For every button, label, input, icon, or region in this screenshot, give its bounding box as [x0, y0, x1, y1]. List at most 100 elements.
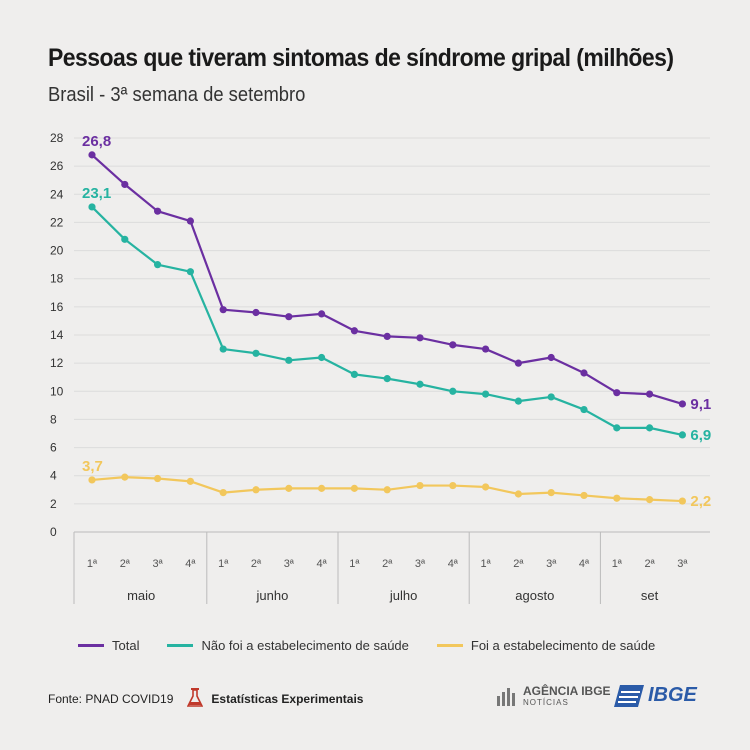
series-1-point: [416, 380, 424, 388]
y-tick-label: 6: [50, 441, 57, 455]
series-0-point: [580, 369, 588, 377]
y-tick-label: 2: [50, 497, 57, 511]
series-0-point: [285, 313, 293, 321]
x-tick-label: 1ª: [349, 558, 360, 570]
x-tick-label: 4ª: [185, 558, 196, 570]
month-label-junho: junho: [255, 588, 288, 603]
series-2-point: [350, 484, 358, 492]
series-2-point: [678, 497, 687, 505]
x-tick-label: 4ª: [579, 558, 590, 570]
legend-item-nao-foi: Não foi a estabelecimento de saúde: [167, 638, 409, 653]
series-0-point: [514, 359, 523, 367]
series-1-point: [186, 268, 194, 276]
y-tick-label: 8: [50, 412, 57, 426]
ibge-emblem-icon: [614, 684, 644, 707]
series-2-point: [252, 486, 260, 494]
series-2-point: [154, 474, 162, 483]
series-1-point: [219, 345, 227, 353]
y-tick-label: 14: [50, 328, 64, 342]
series-2-point: [186, 477, 194, 485]
y-tick-label: 12: [50, 356, 64, 370]
series-0-point: [121, 180, 129, 189]
series-2-point: [613, 494, 621, 502]
x-tick-label: 2ª: [513, 558, 524, 570]
month-label-agosto: agosto: [515, 588, 554, 603]
y-tick-label: 0: [50, 525, 57, 539]
series-0-point: [678, 400, 687, 408]
flask-icon: [187, 687, 204, 711]
x-tick-label: 3ª: [677, 558, 688, 570]
series-1-point: [121, 235, 129, 243]
agencia-ibge-logo: AGÊNCIA IBGE NOTÍCIAS: [497, 684, 611, 708]
series-0-point: [318, 310, 326, 318]
x-tick-label: 3ª: [284, 558, 295, 570]
legend-label-foi: Foi a estabelecimento de saúde: [470, 638, 656, 653]
month-label-set: set: [641, 588, 659, 603]
y-tick-label: 18: [50, 272, 64, 286]
month-label-maio: maio: [127, 588, 155, 603]
series-2-point: [449, 481, 457, 490]
y-tick-label: 20: [50, 244, 64, 258]
legend-label-nao-foi: Não foi a estabelecimento de saúde: [201, 638, 409, 653]
series-1-point: [318, 353, 326, 362]
series-2-point: [580, 491, 588, 500]
series-1-point: [547, 393, 555, 401]
series-0-point: [613, 389, 621, 397]
source-note: Fonte: PNAD COVID19: [48, 692, 174, 706]
y-tick-label: 4: [50, 469, 57, 483]
x-tick-label: 4ª: [316, 558, 327, 570]
series-0-point: [482, 345, 490, 353]
series-0-point: [547, 353, 555, 362]
series-1-point: [514, 397, 523, 405]
y-tick-label: 24: [50, 187, 64, 201]
x-tick-label: 2ª: [251, 558, 262, 570]
series-2-point: [514, 490, 523, 498]
x-tick-label: 1ª: [87, 558, 98, 570]
series-1-point: [285, 356, 293, 364]
series-0-point: [219, 306, 227, 314]
series-1-point: [613, 424, 621, 432]
y-tick-label: 16: [50, 300, 64, 314]
legend: Total Não foi a estabelecimento de saúde…: [78, 638, 683, 653]
chart-title: Pessoas que tiveram sintomas de síndrome…: [48, 44, 674, 72]
y-tick-label: 26: [50, 159, 64, 173]
series-1-first-label: 23,1: [82, 185, 111, 202]
ibge-logo: IBGE: [614, 684, 697, 707]
series-0-point: [186, 217, 194, 225]
x-tick-label: 1ª: [480, 558, 491, 570]
x-tick-label: 4ª: [448, 558, 459, 570]
agencia-bars-icon: [497, 688, 515, 706]
y-tick-label: 28: [50, 131, 64, 145]
series-2-point: [318, 484, 326, 492]
x-tick-label: 3ª: [152, 558, 163, 570]
series-2-last-label: 2,2: [690, 493, 711, 510]
x-tick-label: 2ª: [644, 558, 655, 570]
x-tick-label: 3ª: [415, 558, 426, 570]
x-tick-label: 2ª: [382, 558, 393, 570]
series-2-point: [383, 486, 391, 494]
y-tick-label: 22: [50, 215, 64, 229]
x-tick-label: 1ª: [218, 558, 229, 570]
series-0-point: [154, 207, 162, 215]
agencia-main: AGÊNCIA IBGE: [523, 684, 611, 698]
series-0-line: [91, 154, 683, 406]
series-2-point: [121, 473, 129, 481]
series-2-point: [88, 476, 96, 484]
agencia-sub: NOTÍCIAS: [523, 698, 569, 707]
series-0-point: [416, 334, 424, 342]
chart-subtitle: Brasil - 3ª semana de setembro: [48, 84, 306, 106]
series-2-first-label: 3,7: [82, 458, 103, 475]
series-0-point: [449, 341, 457, 349]
series-2-point: [285, 484, 293, 492]
month-label-julho: julho: [389, 588, 417, 603]
series-0-point: [252, 308, 260, 317]
legend-swatch-foi: [436, 644, 463, 647]
experimental-label: Estatísticas Experimentais: [211, 692, 364, 706]
legend-swatch-nao-foi: [167, 644, 194, 647]
series-1-last-label: 6,9: [690, 427, 711, 444]
legend-item-total: Total: [78, 638, 139, 653]
series-1-point: [449, 387, 457, 395]
agencia-text: AGÊNCIA IBGE NOTÍCIAS: [523, 684, 611, 708]
series-1-point: [678, 431, 687, 439]
